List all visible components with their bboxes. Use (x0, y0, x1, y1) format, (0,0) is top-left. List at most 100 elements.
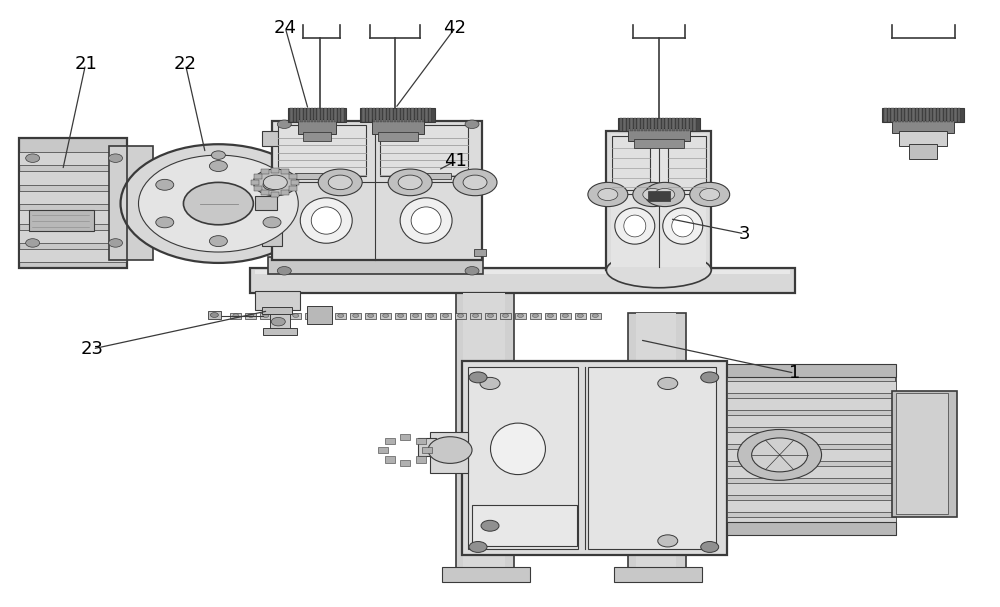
Bar (271, 168, 279, 172)
Circle shape (547, 314, 553, 317)
Ellipse shape (400, 198, 452, 243)
Bar (372, 120, 424, 134)
Circle shape (480, 378, 500, 390)
Bar (19, 138, 127, 268)
Bar (305, 313, 316, 319)
Bar (425, 313, 436, 319)
Bar (727, 466, 896, 478)
Circle shape (458, 314, 464, 317)
Bar (951, 109, 953, 122)
Ellipse shape (491, 423, 545, 475)
Circle shape (383, 314, 389, 317)
Bar (530, 313, 541, 319)
Bar (270, 308, 290, 331)
Bar (590, 313, 601, 319)
Bar (411, 109, 414, 122)
Circle shape (562, 314, 568, 317)
Bar (145, 195, 185, 214)
Circle shape (139, 155, 298, 252)
Circle shape (338, 314, 344, 317)
Bar (376, 109, 379, 122)
Bar (456, 293, 514, 582)
Bar (410, 313, 421, 319)
Bar (230, 313, 241, 319)
Bar (19, 210, 127, 223)
Circle shape (248, 314, 254, 317)
Circle shape (701, 372, 719, 383)
Bar (289, 186, 297, 191)
Ellipse shape (624, 215, 646, 237)
Bar (291, 180, 299, 185)
Circle shape (156, 217, 174, 228)
Circle shape (121, 144, 316, 263)
Circle shape (368, 314, 374, 317)
Bar (289, 174, 297, 178)
Bar (690, 118, 692, 131)
Bar (611, 134, 706, 267)
Bar (899, 131, 947, 146)
Text: 21: 21 (74, 55, 97, 73)
Circle shape (469, 541, 487, 552)
Bar (260, 313, 271, 319)
Bar (341, 109, 344, 122)
Bar (408, 109, 410, 122)
Bar (919, 109, 922, 122)
Bar (335, 313, 346, 319)
Bar (618, 118, 700, 131)
Bar (545, 313, 556, 319)
Bar (307, 109, 310, 122)
Bar (429, 109, 431, 122)
Circle shape (598, 188, 618, 200)
Bar (338, 109, 340, 122)
Circle shape (26, 154, 40, 163)
Bar (888, 109, 890, 122)
Bar (669, 118, 671, 131)
Circle shape (253, 169, 297, 195)
Circle shape (277, 266, 291, 275)
Bar (396, 173, 451, 179)
Circle shape (183, 182, 253, 225)
Circle shape (453, 169, 497, 195)
Bar (321, 109, 323, 122)
Bar (263, 328, 297, 335)
Bar (275, 313, 286, 319)
Circle shape (398, 175, 422, 189)
Bar (383, 109, 386, 122)
Circle shape (752, 438, 808, 472)
Bar (884, 109, 887, 122)
Bar (462, 361, 727, 555)
Bar (430, 432, 468, 473)
Text: 24: 24 (274, 19, 297, 37)
Bar (923, 109, 925, 122)
Bar (727, 381, 896, 393)
Bar (290, 109, 293, 122)
Circle shape (532, 314, 538, 317)
Bar (588, 367, 716, 549)
Bar (320, 313, 331, 319)
Circle shape (109, 239, 123, 247)
Bar (362, 109, 365, 122)
Circle shape (701, 541, 719, 552)
Bar (262, 131, 282, 146)
Bar (909, 144, 937, 160)
Bar (930, 109, 932, 122)
Bar (261, 169, 269, 174)
Circle shape (469, 372, 487, 383)
Bar (944, 109, 946, 122)
Bar (288, 109, 346, 122)
Bar (892, 391, 957, 517)
Bar (727, 373, 896, 535)
Bar (672, 118, 675, 131)
Bar (254, 174, 262, 178)
Bar (380, 109, 382, 122)
Text: 42: 42 (444, 19, 467, 37)
Circle shape (263, 217, 281, 228)
Bar (19, 229, 127, 243)
Bar (630, 118, 633, 131)
Bar (474, 249, 486, 256)
Circle shape (26, 239, 40, 247)
Bar (261, 191, 269, 195)
Bar (940, 109, 943, 122)
Circle shape (277, 120, 291, 129)
Bar (470, 313, 481, 319)
